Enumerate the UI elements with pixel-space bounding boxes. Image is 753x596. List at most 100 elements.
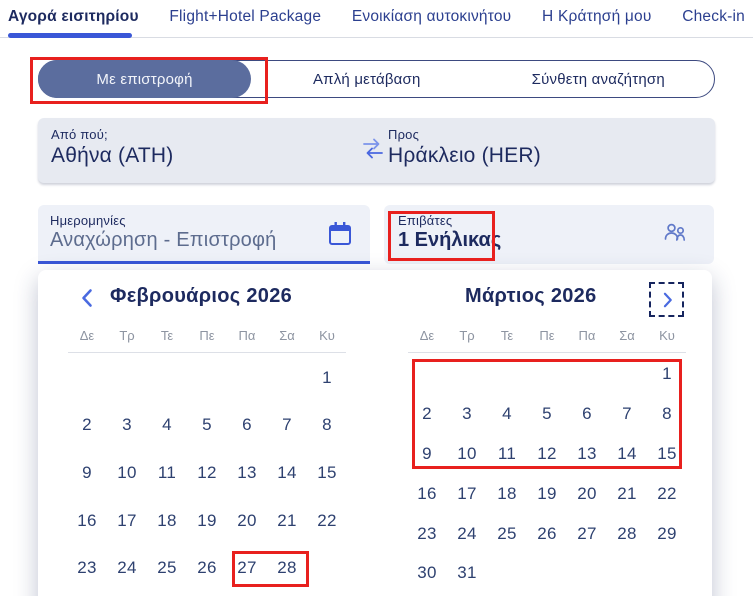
calendar-day-empty — [647, 553, 687, 593]
calendar-day[interactable]: 3 — [462, 403, 472, 423]
calendar-day[interactable]: 9 — [422, 443, 432, 463]
calendar-day[interactable]: 13 — [237, 462, 257, 482]
calendar-day[interactable]: 17 — [117, 510, 137, 530]
weekday-label: Κυ — [659, 328, 675, 343]
calendar-day[interactable]: 14 — [277, 462, 297, 482]
destination-label: Προς — [388, 127, 420, 142]
calendar-day[interactable]: 5 — [542, 403, 552, 423]
calendar-day[interactable]: 7 — [622, 403, 632, 423]
nav-item-buy-ticket[interactable]: Αγορά εισιτηρίου — [8, 7, 139, 25]
previous-month-button[interactable] — [76, 286, 100, 310]
calendar-day[interactable]: 9 — [82, 462, 92, 482]
calendar-day-empty — [447, 354, 487, 394]
calendar-day-empty — [607, 354, 647, 394]
calendar-day[interactable]: 21 — [277, 510, 297, 530]
calendar-day[interactable]: 12 — [197, 462, 217, 482]
swap-direction-icon[interactable] — [361, 136, 385, 162]
calendar-day[interactable]: 23 — [77, 558, 97, 578]
calendar-day[interactable]: 4 — [502, 403, 512, 423]
calendar-day[interactable]: 25 — [497, 523, 517, 543]
calendar-day[interactable]: 28 — [277, 558, 297, 578]
calendar-day[interactable]: 16 — [77, 510, 97, 530]
calendar-day[interactable]: 12 — [537, 443, 557, 463]
calendar-day[interactable]: 11 — [157, 462, 177, 482]
calendar-day[interactable]: 13 — [577, 443, 597, 463]
calendar-day[interactable]: 28 — [617, 523, 637, 543]
calendar-day[interactable]: 7 — [282, 415, 292, 435]
calendar-day-empty — [67, 354, 107, 402]
calendar-day[interactable]: 21 — [617, 483, 637, 503]
weekday-label: Τε — [500, 328, 514, 343]
calendar-day-empty — [487, 553, 527, 593]
calendar-day[interactable]: 4 — [162, 415, 172, 435]
calendar-day[interactable]: 26 — [537, 523, 557, 543]
nav-item-flight-hotel[interactable]: Flight+Hotel Package — [169, 7, 322, 25]
calendar-day[interactable]: 24 — [117, 558, 137, 578]
calendar-day[interactable]: 15 — [317, 462, 337, 482]
calendar-day[interactable]: 8 — [322, 415, 332, 435]
calendar-day[interactable]: 6 — [582, 403, 592, 423]
weekday-label: Δε — [419, 328, 435, 343]
passengers-field[interactable]: Επιβάτες 1 Ενήλικας — [384, 205, 714, 264]
calendar-day[interactable]: 18 — [157, 510, 177, 530]
calendar-day[interactable]: 8 — [662, 403, 672, 423]
calendar-day[interactable]: 29 — [657, 523, 677, 543]
calendar-day[interactable]: 17 — [457, 483, 477, 503]
calendar-day[interactable]: 22 — [317, 510, 337, 530]
origin-field[interactable]: Από πού; Αθήνα (ATH) — [51, 127, 173, 168]
calendar-day[interactable]: 27 — [237, 558, 257, 578]
nav-item-check-in[interactable]: Check-in — [682, 7, 745, 25]
calendar-day[interactable]: 20 — [577, 483, 597, 503]
calendar-day[interactable]: 1 — [322, 367, 332, 387]
weekday-header-row: Δε Τρ Τε Πε Πα Σα Κυ — [67, 328, 347, 343]
calendar-day[interactable]: 1 — [662, 363, 672, 383]
calendar-day[interactable]: 19 — [537, 483, 557, 503]
calendar-day[interactable]: 20 — [237, 510, 257, 530]
passengers-value: 1 Ενήλικας — [398, 229, 502, 251]
calendar-day-empty — [107, 354, 147, 402]
calendar-day[interactable]: 5 — [202, 415, 212, 435]
calendar-day[interactable]: 2 — [422, 403, 432, 423]
next-month-button[interactable] — [649, 282, 684, 317]
calendar-day[interactable]: 3 — [122, 415, 132, 435]
calendar-day[interactable]: 2 — [82, 415, 92, 435]
trip-tab-multicity[interactable]: Σύνθετη αναζήτηση — [531, 70, 665, 88]
destination-field[interactable]: Προς Ηράκλειο (HER) — [388, 127, 541, 168]
calendar-day[interactable]: 16 — [417, 483, 437, 503]
weekday-label: Σα — [279, 328, 295, 343]
calendar-day[interactable]: 19 — [197, 510, 217, 530]
calendar-day[interactable]: 24 — [457, 523, 477, 543]
trip-tab-oneway[interactable]: Απλή μετάβαση — [312, 70, 421, 88]
month-title-march: Μάρτιος 2026 — [465, 285, 597, 307]
weekday-label: Τρ — [119, 328, 135, 343]
calendar-day[interactable]: 22 — [657, 483, 677, 503]
calendar-day[interactable]: 15 — [657, 443, 677, 463]
calendar-day[interactable]: 23 — [417, 523, 437, 543]
calendar-day-empty — [227, 354, 267, 402]
calendar-day[interactable]: 14 — [617, 443, 637, 463]
calendar-day[interactable]: 27 — [577, 523, 597, 543]
calendar-day[interactable]: 26 — [197, 558, 217, 578]
weekday-label: Τρ — [459, 328, 475, 343]
calendar-day-empty — [567, 553, 607, 593]
calendar-day[interactable]: 11 — [497, 443, 517, 463]
route-panel: Από πού; Αθήνα (ATH) Προς Ηράκλειο (HER) — [38, 118, 715, 183]
nav-item-my-booking[interactable]: Η Κράτησή μου — [542, 7, 652, 25]
weekday-label: Σα — [619, 328, 635, 343]
calendar-icon — [327, 220, 353, 252]
calendar-day[interactable]: 25 — [157, 558, 177, 578]
calendar-day[interactable]: 10 — [117, 462, 137, 482]
calendar-day[interactable]: 10 — [457, 443, 477, 463]
weekday-header-row: Δε Τρ Τε Πε Πα Σα Κυ — [407, 328, 687, 343]
dates-field[interactable]: Ημερομηνίες Αναχώρηση - Επιστροφή — [38, 205, 370, 264]
calendar-day[interactable]: 31 — [457, 563, 477, 583]
weekday-separator — [68, 352, 346, 353]
trip-tab-roundtrip[interactable]: Με επιστροφή — [38, 60, 251, 98]
calendar-day[interactable]: 6 — [242, 415, 252, 435]
nav-item-car-rental[interactable]: Ενοικίαση αυτοκινήτου — [351, 7, 512, 25]
calendar-day-empty — [187, 354, 227, 402]
calendar-day[interactable]: 30 — [417, 563, 437, 583]
weekday-separator — [408, 352, 686, 353]
calendar-day[interactable]: 18 — [497, 483, 517, 503]
